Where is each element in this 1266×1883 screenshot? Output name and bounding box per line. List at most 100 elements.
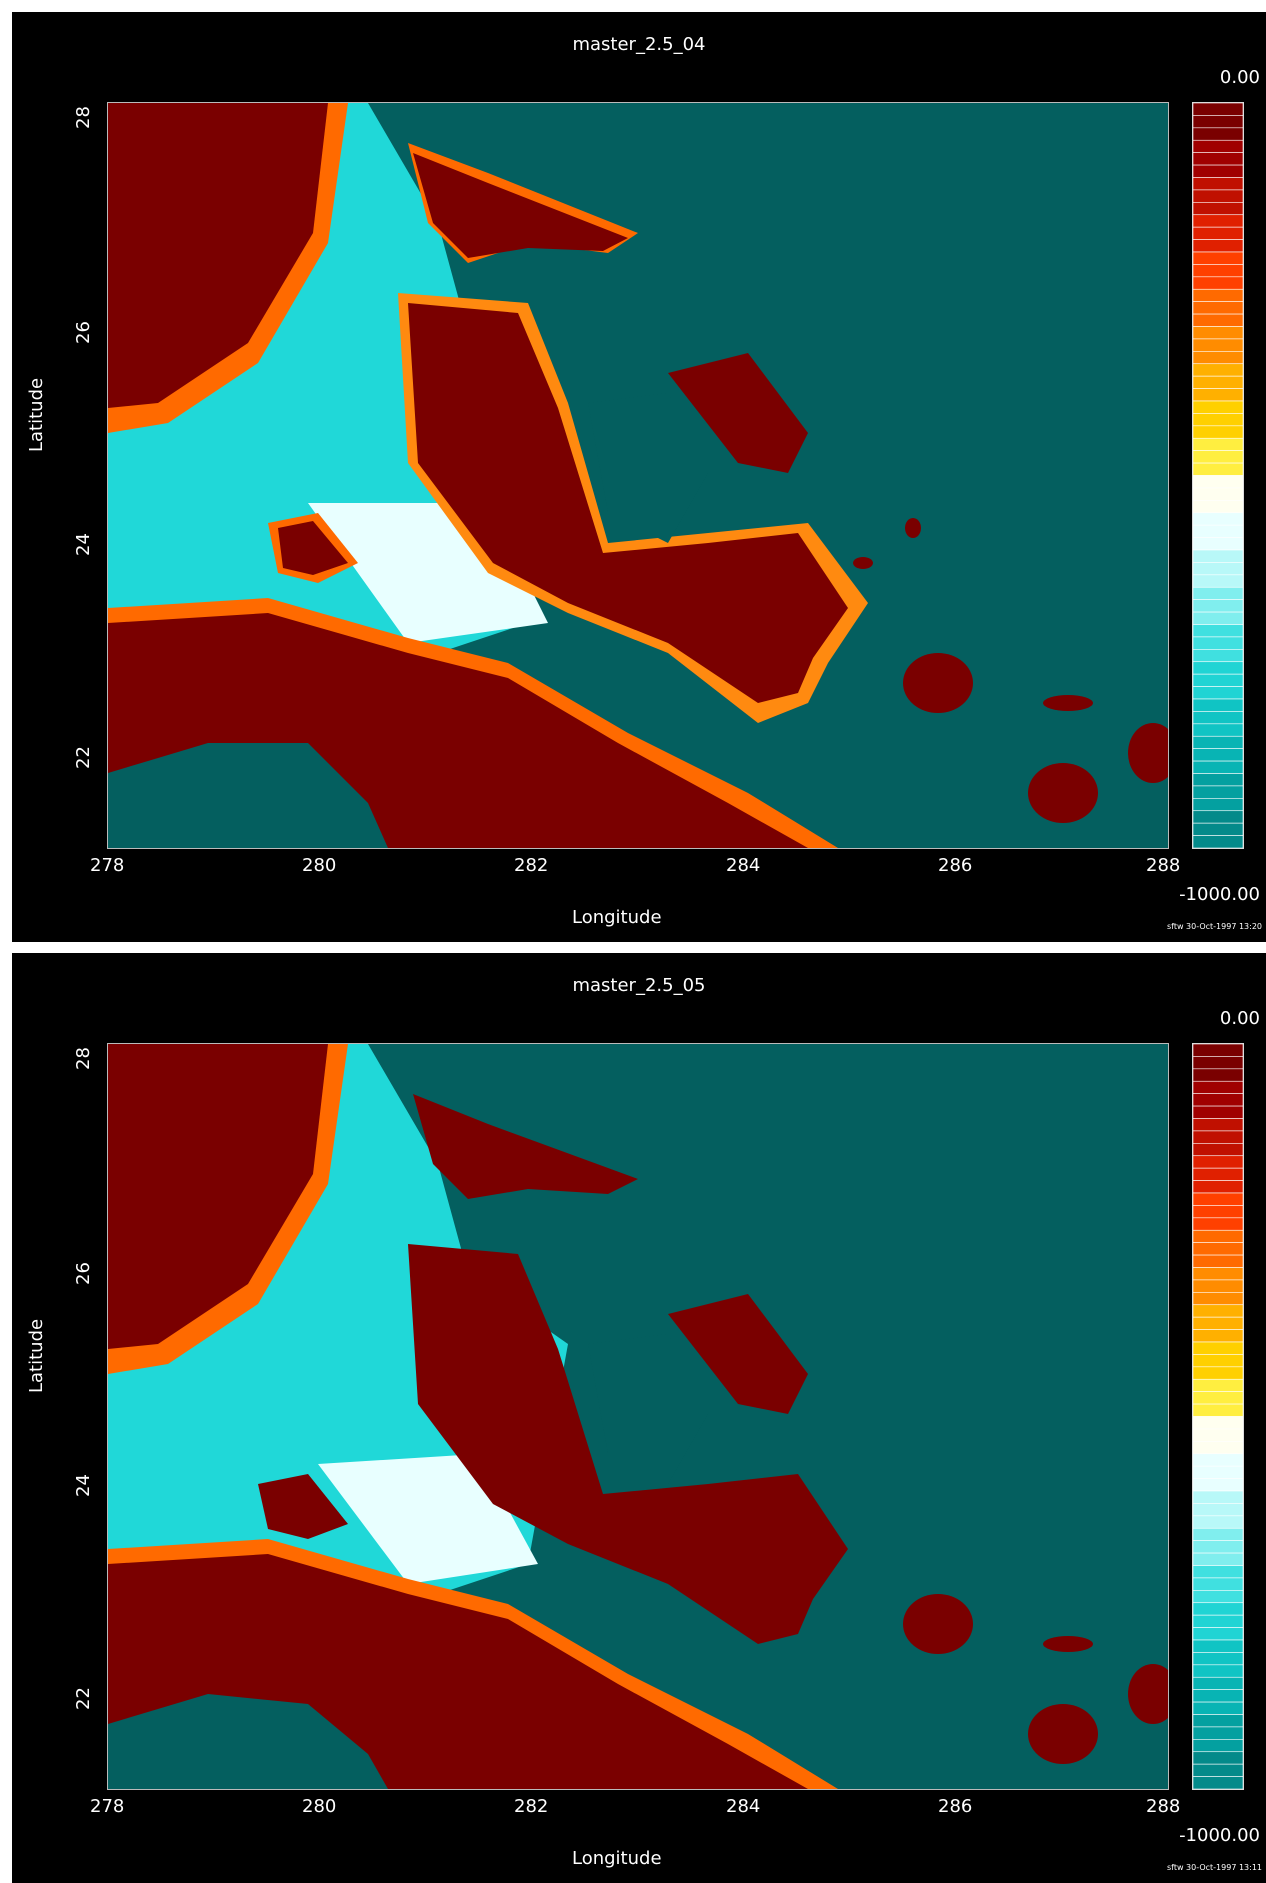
colorbar-segment [1193,1167,1243,1181]
land-mass-island [1043,1636,1093,1652]
plot-title: master_2.5_04 [572,34,706,55]
colorbar-segment [1193,103,1243,116]
colorbar-segment [1193,239,1243,253]
colorbar-segment [1193,1180,1243,1194]
colorbar-segment [1193,388,1243,402]
colorbar-segment [1193,1205,1243,1219]
colorbar-segment [1193,164,1243,178]
colorbar-segment [1193,661,1243,675]
land-mass-island [1128,1664,1168,1724]
land-mass-island [1028,763,1098,823]
colorbar-max-label: 0.00 [1219,67,1260,88]
colorbar-segment [1193,1428,1243,1442]
colorbar-segment [1193,537,1243,551]
land-mass-little-bahama [413,1094,638,1199]
x-tick-label: 282 [514,1796,549,1817]
x-tick-label: 282 [514,855,549,876]
colorbar-segment [1193,1751,1243,1765]
colorbar-segment [1193,723,1243,737]
colorbar-segment [1193,1403,1243,1417]
shallow-water-region [588,1334,708,1484]
land-mass-bahama-bank [408,303,848,703]
land-mass-island [1128,723,1168,783]
colorbar-segment [1193,599,1243,613]
colorbar-segment [1193,735,1243,749]
colorbar-segment [1193,1465,1243,1479]
x-tick-label: 278 [90,855,125,876]
x-tick-label: 278 [90,1796,125,1817]
colorbar-min-label: -1000.00 [1179,884,1260,905]
colorbar-segment [1193,822,1243,836]
colorbar-segment [1193,1304,1243,1318]
colorbar-segment [1193,524,1243,538]
colorbar-segment [1193,1552,1243,1566]
x-tick-label: 280 [302,1796,337,1817]
colorbar-segment [1193,562,1243,576]
colorbar [1192,1043,1244,1790]
colorbar-segment [1193,549,1243,563]
y-tick-label: 24 [72,533,94,556]
plot-title: master_2.5_05 [572,975,706,996]
colorbar-segment [1193,624,1243,638]
colorbar-segment [1193,711,1243,725]
colorbar-segment [1193,462,1243,476]
shallow-water-region [588,393,708,543]
colorbar-segment [1193,475,1243,489]
colorbar-min-label: -1000.00 [1179,1825,1260,1846]
colorbar-segment [1193,1602,1243,1616]
x-tick-label: 280 [302,855,337,876]
colorbar-segment [1193,1614,1243,1628]
colorbar-segment [1193,1068,1243,1082]
colorbar-segment [1193,810,1243,824]
bathymetry-map [107,102,1169,849]
colorbar-segment [1193,835,1243,848]
colorbar-segment [1193,276,1243,290]
colorbar-segment [1193,1689,1243,1703]
colorbar-segment [1193,611,1243,625]
timestamp-stamp: sftw 30-Oct-1997 13:11 [1166,1863,1262,1872]
land-mass-island [1043,695,1093,711]
colorbar-segment [1193,1453,1243,1467]
colorbar-segment [1193,1627,1243,1641]
colorbar-max-label: 0.00 [1219,1008,1260,1029]
colorbar-segment [1193,1726,1243,1740]
shallow-water-region [108,743,388,848]
colorbar-segment [1193,1044,1243,1057]
colorbar-segment [1193,1391,1243,1405]
colorbar-segment [1193,773,1243,787]
land-mass-island [903,1594,973,1654]
colorbar-segment [1193,202,1243,216]
colorbar-segment [1193,1130,1243,1144]
colorbar-segment [1193,326,1243,340]
land-mass-island [668,1294,808,1414]
colorbar-segment [1193,1217,1243,1231]
colorbar-segment [1193,1664,1243,1678]
colorbar-segment [1193,1292,1243,1306]
timestamp-stamp: sftw 30-Oct-1997 13:20 [1166,922,1262,931]
colorbar-segment [1193,1242,1243,1256]
colorbar-segment [1193,400,1243,414]
colorbar-segment [1193,1590,1243,1604]
colorbar-segment [1193,1329,1243,1343]
colorbar-segment [1193,1478,1243,1492]
colorbar-segment [1193,1354,1243,1368]
x-tick-label: 284 [726,855,761,876]
x-tick-label: 284 [726,1796,761,1817]
colorbar-segment [1193,1378,1243,1392]
colorbar-segment [1193,1416,1243,1430]
colorbar-segment [1193,1503,1243,1517]
colorbar-segment [1193,1639,1243,1653]
colorbar-segment [1193,1341,1243,1355]
colorbar-segment [1193,425,1243,439]
colorbar-segment [1193,1056,1243,1070]
colorbar-segment [1193,1515,1243,1529]
colorbar-segment [1193,1739,1243,1753]
y-axis-title: Latitude [26,1318,47,1393]
shallow-water-region [108,1694,388,1789]
land-mass-island [278,521,348,575]
x-axis-title: Longitude [572,1848,662,1869]
colorbar-segment [1193,301,1243,315]
y-tick-label: 28 [72,106,94,129]
colorbar-segment [1193,673,1243,687]
colorbar-segment [1193,487,1243,501]
